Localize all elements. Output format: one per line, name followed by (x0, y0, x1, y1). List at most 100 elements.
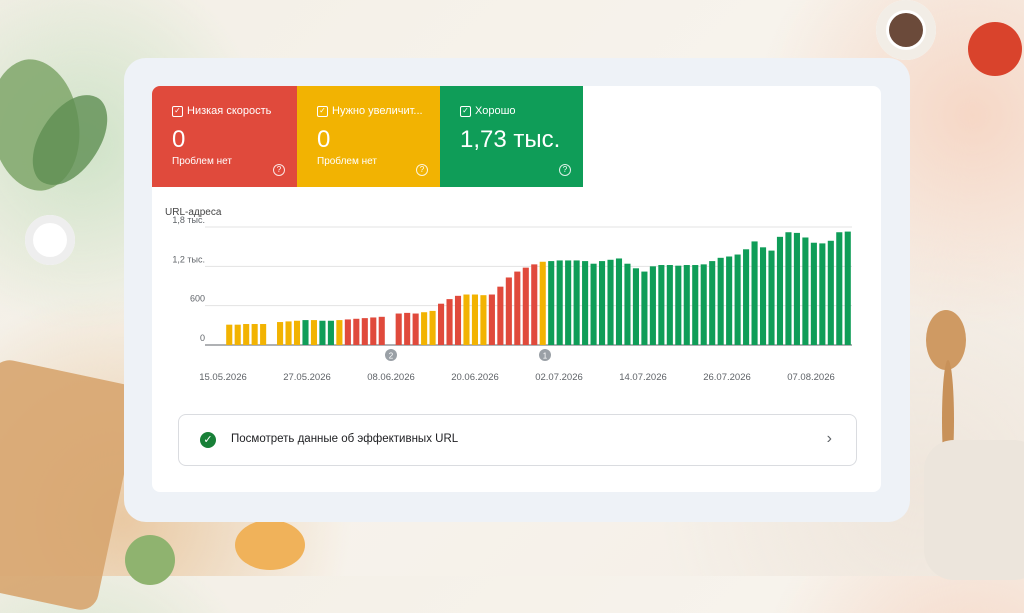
chart-bar (666, 265, 673, 345)
chart-bar (793, 232, 800, 345)
chart-bar (310, 320, 318, 345)
chart-bar (505, 277, 512, 345)
cutting-board-decoration (0, 356, 143, 613)
chart-bar (692, 265, 699, 345)
help-icon[interactable]: ? (416, 164, 428, 176)
y-tick-label: 1,2 тыс. (172, 254, 205, 264)
chart-bar (726, 256, 733, 345)
cucumber-decoration (125, 535, 175, 585)
annotation-label: 1 (543, 352, 548, 361)
chart-bar (361, 318, 368, 345)
chart-bar (463, 294, 470, 345)
chart-bar (260, 324, 267, 345)
view-good-urls-link[interactable]: ✓ Посмотреть данные об эффективных URL › (178, 414, 857, 466)
x-tick-label: 02.07.2026 (535, 372, 583, 383)
chart-bar (234, 324, 241, 345)
chart-bar (768, 250, 775, 345)
chart-bar (590, 263, 597, 345)
chart-bar (378, 316, 385, 345)
tile-label: Хорошо (475, 105, 516, 117)
checkbox-icon[interactable]: ✓ (460, 105, 471, 117)
chart-bar (302, 320, 309, 345)
chart-bar (844, 231, 851, 345)
chart-bar (548, 261, 555, 345)
chart-bar (293, 320, 301, 345)
chart-bar (751, 241, 758, 345)
chart-bar (649, 266, 656, 345)
tile-subtitle: Проблем нет (317, 156, 377, 167)
chart-bar (565, 260, 572, 345)
check-circle-icon: ✓ (200, 432, 216, 448)
tile-label: Низкая скорость (187, 105, 272, 117)
chart-bar (632, 268, 639, 345)
chart-bar (327, 320, 334, 345)
chart-bar (514, 271, 521, 345)
chart-bar (819, 243, 826, 345)
chart-bar (573, 260, 580, 345)
chart-bar (658, 265, 665, 345)
checkbox-icon[interactable]: ✓ (172, 105, 183, 117)
chart-bar (454, 295, 462, 345)
chart-bar (421, 312, 428, 345)
tile-subtitle: Проблем нет (172, 156, 232, 167)
chart-bar (429, 310, 436, 345)
x-tick-label: 27.05.2026 (283, 372, 331, 383)
chart-bar (471, 294, 479, 345)
chart-bar (336, 320, 343, 345)
chart-bar (582, 261, 589, 345)
x-tick-label: 14.07.2026 (619, 372, 667, 383)
orange-pepper-decoration (235, 520, 305, 570)
help-icon[interactable]: ? (273, 164, 285, 176)
chart-bar (743, 249, 750, 345)
chart-bar (438, 303, 445, 345)
chart-bar (641, 271, 648, 345)
checkbox-icon[interactable]: ✓ (317, 105, 328, 117)
chart-bar (285, 321, 292, 345)
chart-bar (395, 313, 402, 345)
chart-bar (344, 319, 351, 345)
chart-bar (539, 261, 546, 345)
chart-bar (734, 254, 741, 345)
x-tick-label: 15.05.2026 (199, 372, 247, 383)
chart-bar (802, 237, 809, 345)
chart-bar (412, 313, 419, 345)
chart-bar (709, 261, 716, 345)
x-tick-label: 07.08.2026 (787, 372, 835, 383)
chart-bar (624, 263, 631, 345)
chart-bar (683, 265, 690, 345)
chart-bar (251, 324, 258, 345)
status-tile-good[interactable]: ✓ Хорошо 1,73 тыс. ? (440, 86, 583, 187)
link-label: Посмотреть данные об эффективных URL (231, 433, 459, 445)
chart-bar (598, 261, 606, 345)
chart-bar (836, 232, 843, 345)
chart-bar (226, 324, 233, 345)
chart-bar (717, 257, 724, 345)
status-tile-needs-improvement[interactable]: ✓ Нужно увеличит... 0 Проблем нет ? (297, 86, 440, 187)
tile-header: ✓ Низкая скорость (172, 105, 271, 117)
chart-bar (480, 295, 487, 345)
chart-bar (488, 294, 495, 345)
chart-bar (675, 265, 682, 345)
tile-value: 1,73 тыс. (460, 126, 561, 153)
chart-bar (497, 286, 504, 345)
chart-bar (759, 247, 767, 345)
tile-header: ✓ Хорошо (460, 105, 516, 117)
chart-bar (700, 264, 707, 345)
chart-bar (607, 259, 614, 345)
tile-value: 0 (317, 126, 331, 153)
status-tile-slow[interactable]: ✓ Низкая скорость 0 Проблем нет ? (152, 86, 297, 187)
help-icon[interactable]: ? (559, 164, 571, 176)
chart-bar (785, 232, 792, 345)
chart-bar (277, 322, 284, 345)
spice-decoration (889, 13, 923, 47)
chart-bar (827, 240, 834, 345)
chart-bar (319, 320, 326, 345)
chart-bar (522, 267, 529, 345)
tile-label: Нужно увеличит... (332, 105, 423, 117)
x-tick-label: 26.07.2026 (703, 372, 751, 383)
tile-value: 0 (172, 126, 186, 153)
core-web-vitals-card: ✓ Низкая скорость 0 Проблем нет ? ✓ Нужн… (152, 86, 881, 492)
chart-bar (243, 324, 250, 345)
chart-bar (404, 312, 411, 345)
small-bowl-decoration (25, 215, 75, 265)
